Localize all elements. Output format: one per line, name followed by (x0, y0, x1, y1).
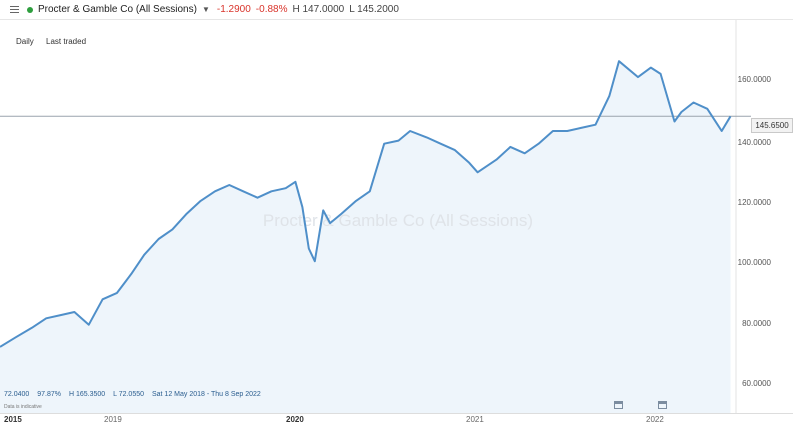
price-area-fill (0, 61, 731, 413)
x-tick-label: 2015 (4, 415, 22, 424)
symbol-header: Procter & Gamble Co (All Sessions) ▼ -1.… (0, 0, 793, 20)
range-low: L 72.0550 (113, 391, 145, 398)
price-series-line (0, 60, 732, 348)
range-stats: 72.0400 97.87% H 165.3500 L 72.0550 Sat … (4, 391, 267, 398)
range-high: H 165.3500 (68, 391, 106, 398)
y-tick-label: 60.0000 (742, 379, 771, 388)
session-high: H 147.0000 (292, 4, 345, 15)
price-chart[interactable]: Procter & Gamble Co (All Sessions) (0, 20, 793, 413)
price-change: -1.2900 (216, 4, 251, 15)
price-type-selector[interactable]: Last traded (46, 37, 87, 46)
y-tick-label: 120.0000 (737, 198, 771, 207)
x-tick-label: 2022 (646, 415, 664, 424)
y-tick-label: 100.0000 (737, 258, 771, 267)
current-price-label: 145.6500 (751, 118, 793, 133)
indicative-note: Data is indicative (4, 404, 42, 410)
chart-watermark: Procter & Gamble Co (All Sessions) (263, 211, 533, 230)
hamburger-menu-icon[interactable] (10, 6, 19, 13)
calendar-icon[interactable] (658, 401, 667, 409)
interval-selector[interactable]: Daily (16, 37, 34, 46)
time-axis (0, 413, 793, 427)
calendar-icon[interactable] (614, 401, 623, 409)
instrument-title[interactable]: Procter & Gamble Co (All Sessions) (38, 4, 197, 15)
price-change-percent: -0.88% (255, 4, 288, 15)
date-range: Sat 12 May 2018 - Thu 8 Sep 2022 (151, 391, 261, 398)
y-tick-label: 140.0000 (737, 138, 771, 147)
y-tick-label: 160.0000 (737, 75, 771, 84)
x-tick-label: 2019 (104, 415, 122, 424)
x-tick-label: 2020 (286, 415, 304, 424)
x-tick-label: 2021 (466, 415, 484, 424)
market-status-icon (27, 6, 33, 13)
session-low: L 145.2000 (349, 4, 399, 15)
y-tick-label: 80.0000 (742, 319, 771, 328)
chevron-down-icon[interactable]: ▼ (201, 5, 210, 14)
range-change-value: 72.0400 (4, 391, 30, 398)
range-change-percent: 97.87% (37, 391, 62, 398)
